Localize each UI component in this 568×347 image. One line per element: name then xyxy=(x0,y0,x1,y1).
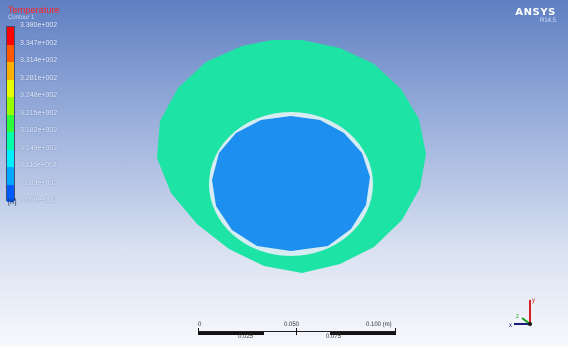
legend-swatch xyxy=(7,132,14,150)
triad-y-label: y xyxy=(532,298,535,304)
legend-title: Temperature xyxy=(8,5,60,15)
scale-label-end: 0.100 (m) xyxy=(366,322,392,328)
legend-swatch xyxy=(7,62,14,80)
legend-level-label: 3.182e+002 xyxy=(20,127,58,134)
scale-segment xyxy=(330,332,396,335)
legend-level-label: 3.347e+002 xyxy=(20,39,58,47)
scale-line xyxy=(198,331,396,332)
scale-tick xyxy=(296,328,297,335)
scale-segment xyxy=(198,332,264,335)
inner-core xyxy=(212,116,370,251)
legend-swatch xyxy=(7,44,14,62)
scale-bar: 0 0.050 0.100 (m) 0.025 0.075 xyxy=(198,322,398,342)
triad-x-label: x xyxy=(509,323,512,329)
logo-version-text: R14.5 xyxy=(539,18,556,24)
scale-minor-label: 0.075 xyxy=(326,334,342,340)
scale-tick xyxy=(198,328,199,335)
legend-level-label: 3.215e+002 xyxy=(20,109,58,117)
legend-swatch xyxy=(7,79,14,97)
legend-swatch xyxy=(7,27,14,45)
triad-z-label: z xyxy=(516,314,519,320)
scale-minor-label: 0.025 xyxy=(238,334,254,340)
axis-triad[interactable]: y x z xyxy=(500,294,550,334)
scale-label-0: 0 xyxy=(198,322,202,328)
legend-level-label: 3.050e+002 xyxy=(20,197,58,204)
legend-level-label: 3.083e+002 xyxy=(20,179,58,187)
legend-subtitle: Contour 1 xyxy=(8,15,35,21)
legend-swatch xyxy=(7,184,14,202)
legend: Temperature Contour 1 xyxy=(8,6,60,24)
legend-swatch xyxy=(7,97,14,115)
legend-swatch xyxy=(7,167,14,185)
legend-level-label: 3.380e+002 xyxy=(20,22,58,29)
legend-swatch xyxy=(7,114,14,132)
legend-swatch xyxy=(7,149,14,167)
ansys-logo: ANSYS R14.5 xyxy=(515,8,556,25)
legend-labels: 3.380e+002 3.347e+002 3.314e+002 3.281e+002… xyxy=(20,22,100,204)
legend-level-label: 3.281e+002 xyxy=(20,74,58,82)
legend-level-label: 3.149e+002 xyxy=(20,144,58,152)
scale-tick xyxy=(395,328,396,335)
legend-unit: [K] xyxy=(8,199,17,206)
logo-main-text: ANSYS xyxy=(515,7,556,18)
legend-level-label: 3.248e+002 xyxy=(20,92,58,99)
legend-level-label: 3.314e+002 xyxy=(20,57,58,64)
scale-label-mid: 0.050 xyxy=(284,322,300,328)
legend-level-label: 3.116e+002 xyxy=(20,162,57,169)
legend-color-bar xyxy=(6,26,15,202)
